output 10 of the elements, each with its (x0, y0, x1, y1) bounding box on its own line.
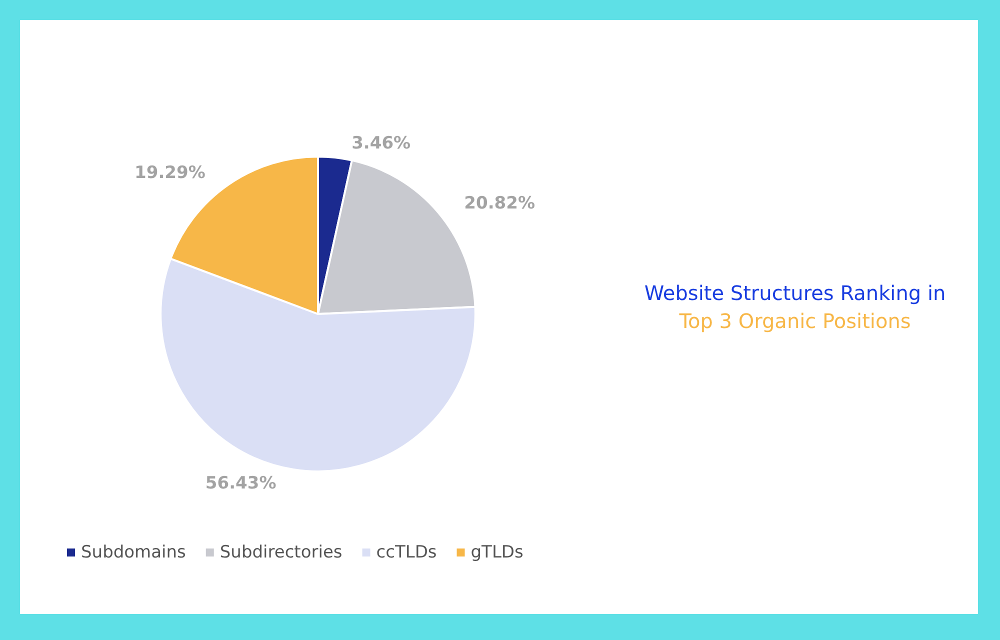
legend-label: ccTLDs (376, 542, 437, 562)
data-label: 3.46% (352, 134, 411, 154)
data-label: 19.29% (134, 163, 206, 184)
text: Top 3 Organic Positions (678, 309, 911, 333)
legend-label: Subdomains (81, 542, 186, 562)
data-label: 20.82% (464, 194, 535, 214)
legend-label: gTLDs (470, 542, 524, 562)
data-label: 56.43% (205, 473, 276, 494)
legend-label: Subdirectories (220, 542, 342, 562)
text: Website Structures Ranking in (644, 281, 946, 305)
